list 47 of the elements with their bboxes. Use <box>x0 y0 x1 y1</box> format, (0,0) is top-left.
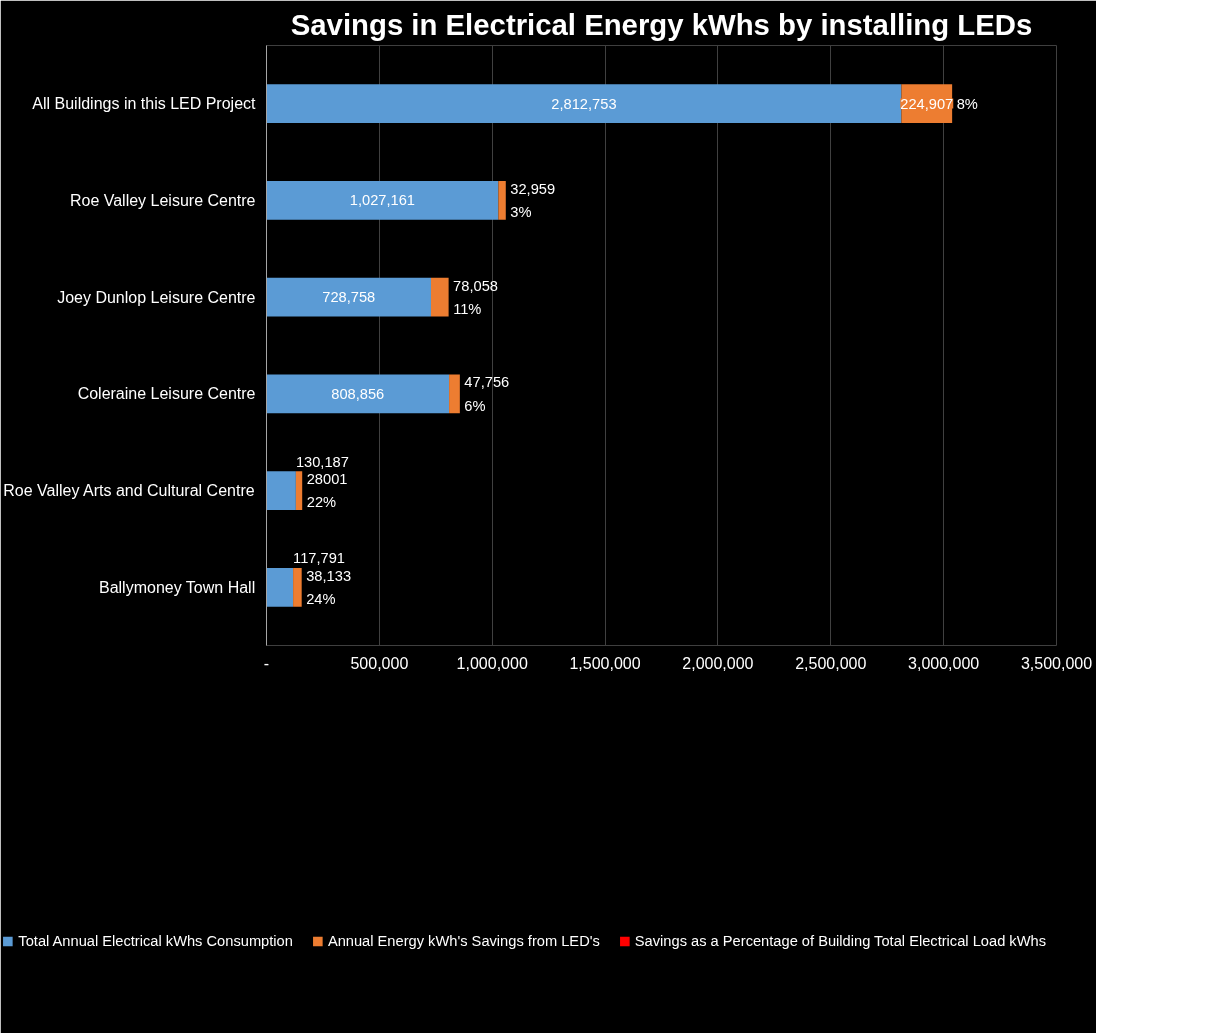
data-label: 22% <box>306 494 337 511</box>
data-label: 224,907 <box>900 95 954 112</box>
y-tick-label: Roe Valley Leisure Centre <box>69 191 256 209</box>
y-tick-label: Roe Valley Arts and Cultural Centre <box>3 482 255 500</box>
bar <box>266 84 902 123</box>
bar <box>266 374 450 414</box>
data-label: 117,791 <box>293 550 345 567</box>
x-tick-label: 3,000,000 <box>908 654 980 672</box>
data-label: 728,758 <box>322 289 376 306</box>
legend-label: Total Annual Electrical kWhs Consumption <box>18 933 293 949</box>
data-label: 47,756 <box>464 374 510 391</box>
bar <box>295 471 303 511</box>
bar <box>498 180 506 220</box>
data-label: 78,058 <box>453 277 498 294</box>
data-label: 2,812,753 <box>551 95 617 112</box>
legend-label: Savings as a Percentage of Building Total Electrical Load kWhs <box>634 933 1046 949</box>
data-label: 38,133 <box>306 567 352 584</box>
data-label: 6% <box>464 397 486 414</box>
data-label: 32,959 <box>510 180 556 197</box>
x-tick-label: 2,500,000 <box>795 654 867 672</box>
bar <box>293 568 302 607</box>
bar <box>266 568 294 607</box>
bar <box>266 471 296 511</box>
x-tick-label: 2,000,000 <box>682 654 754 672</box>
y-tick-label: Ballymoney Town Hall <box>98 578 256 596</box>
data-label: 28001 <box>306 471 348 488</box>
x-tick-label: - <box>263 654 270 672</box>
x-tick-label: 500,000 <box>350 654 409 672</box>
data-label: 11% <box>453 300 482 317</box>
data-label: 130,187 <box>295 453 349 470</box>
x-tick-label: 1,000,000 <box>456 654 528 672</box>
bar <box>266 277 431 317</box>
bar <box>430 277 449 317</box>
legend-label: Annual Energy kWh's Savings from LED's <box>327 933 600 949</box>
data-label: 24% <box>306 591 336 608</box>
x-tick-label: 3,500,000 <box>1020 654 1093 672</box>
data-label: 3% <box>510 203 532 220</box>
data-label: 8% <box>956 95 978 112</box>
chart-title: Savings in Electrical Energy kWhs by installing LEDs <box>290 7 1033 41</box>
y-tick-label: Joey Dunlop Leisure Centre <box>57 288 256 306</box>
y-tick-label: All Buildings in this LED Project <box>32 95 257 113</box>
data-label: 808,856 <box>331 385 385 402</box>
bar <box>266 180 499 220</box>
x-tick-label: 1,500,000 <box>569 654 641 672</box>
bar <box>449 374 460 414</box>
y-tick-label: Coleraine Leisure Centre <box>77 385 256 403</box>
data-label: 1,027,161 <box>349 192 416 209</box>
